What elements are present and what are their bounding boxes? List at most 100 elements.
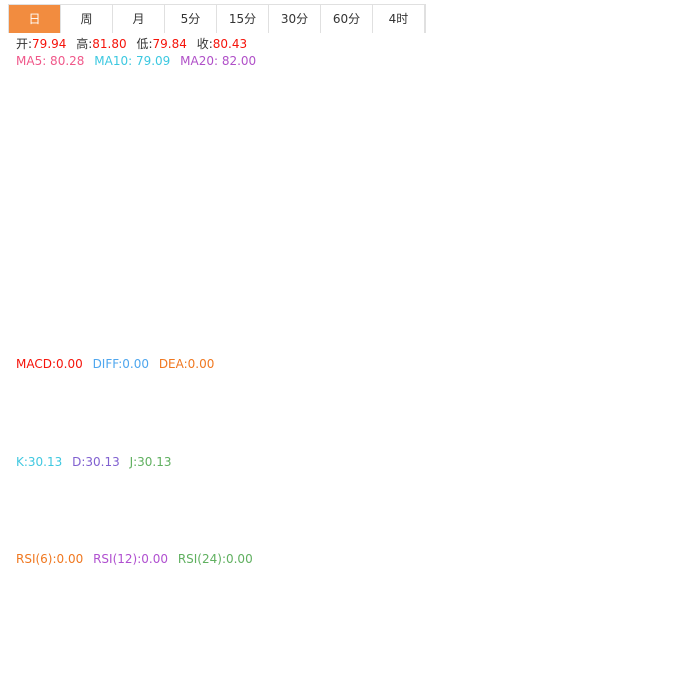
rsi-tick-label: 27.08 <box>636 610 665 621</box>
macd-bar <box>412 393 419 408</box>
candle <box>592 230 598 258</box>
candle <box>259 121 266 179</box>
main-tick-label: 75.07 <box>636 318 665 329</box>
x-axis-label: 11月 <box>364 649 387 661</box>
tab-6[interactable]: 60分 <box>321 5 373 33</box>
kdj-tick-label: 28.51 <box>636 514 665 525</box>
macd-bar <box>70 405 77 408</box>
tab-5[interactable]: 30分 <box>269 5 321 33</box>
candle <box>43 156 50 219</box>
main-tick-label: 84.92 <box>636 183 665 194</box>
candle-body <box>178 233 185 262</box>
low-value: 79.84 <box>152 37 187 51</box>
rsi-legend: RSI(6):0.00 RSI(12):0.00 RSI(24):0.00 <box>16 552 259 566</box>
macd-bar <box>502 407 509 434</box>
macd-bar <box>394 401 401 408</box>
candle <box>565 236 572 277</box>
candle-body <box>520 240 527 291</box>
candle-body <box>358 137 365 143</box>
tab-3[interactable]: 5分 <box>165 5 217 33</box>
main-tick-label: 94.78 <box>636 49 665 60</box>
candle <box>250 117 257 170</box>
macd-bar <box>196 398 203 408</box>
candle-body <box>16 133 23 162</box>
candle-body <box>88 182 95 186</box>
macd-bar <box>439 407 446 412</box>
candle-body <box>556 270 563 304</box>
tab-7[interactable]: 4时 <box>373 5 425 33</box>
macd-bar <box>25 407 32 422</box>
macd-bar <box>592 405 598 408</box>
candle <box>169 214 176 252</box>
candle <box>457 120 464 186</box>
tab-4[interactable]: 15分 <box>217 5 269 33</box>
close-label: 收: <box>196 37 213 51</box>
j-value: J:30.13 <box>129 455 172 469</box>
macd-bar <box>268 394 275 408</box>
macd-bar <box>259 385 266 408</box>
rsi-tick-label: 82.74 <box>636 566 665 577</box>
candle-body <box>529 283 536 291</box>
candle <box>232 69 239 111</box>
macd-bar <box>115 407 122 416</box>
candle <box>286 166 293 227</box>
macd-legend: MACD:0.00 DIFF:0.00 DEA:0.00 <box>16 357 220 371</box>
tab-1[interactable]: 周 <box>61 5 113 33</box>
macd-bar <box>250 383 257 408</box>
rsi6-line <box>10 571 596 637</box>
candle-body <box>34 217 41 230</box>
candle <box>142 251 149 308</box>
macd-bar <box>151 407 158 432</box>
diff-line <box>10 390 596 442</box>
candle <box>277 156 284 192</box>
macd-value: MACD:0.00 <box>16 357 83 371</box>
rsi12-line <box>10 581 596 637</box>
macd-bar <box>385 400 392 408</box>
candle <box>241 100 248 147</box>
candle <box>295 171 302 220</box>
macd-bar <box>511 407 518 433</box>
candle <box>52 130 59 185</box>
candle-body <box>241 104 248 138</box>
candle <box>466 136 473 200</box>
candle-body <box>259 129 266 159</box>
macd-bar <box>34 407 41 426</box>
ma5-line <box>10 117 596 291</box>
rsi24-line <box>10 586 596 637</box>
tab-2[interactable]: 月 <box>113 5 165 33</box>
candle <box>412 67 419 114</box>
macd-bar <box>331 407 338 413</box>
candle-body <box>124 207 131 214</box>
candle-body <box>268 130 275 179</box>
open-value: 79.94 <box>32 37 67 51</box>
candle <box>16 126 23 172</box>
candle <box>529 279 536 297</box>
macd-bar <box>187 407 194 410</box>
candle-body <box>376 137 383 169</box>
candle <box>268 121 275 185</box>
kdj-tick-label: 64.68 <box>636 491 665 502</box>
ohlc-legend: 开:79.94 高:81.80 低:79.84 收:80.43 <box>16 37 253 51</box>
macd-bar <box>88 407 95 411</box>
candle <box>151 262 158 308</box>
candle-body <box>8 134 14 156</box>
candle <box>196 158 203 213</box>
candle-body <box>151 283 158 306</box>
ma10-line <box>10 131 596 269</box>
macd-bar <box>178 407 185 418</box>
candle <box>448 117 455 172</box>
macd-bar <box>8 407 14 409</box>
macd-bar <box>214 382 221 408</box>
candle-body <box>277 178 284 180</box>
kdj-legend: K:30.13 D:30.13 J:30.13 <box>16 455 178 469</box>
candle <box>367 136 374 183</box>
candle-body <box>52 145 59 169</box>
macd-bar <box>475 407 482 418</box>
candle <box>61 127 68 186</box>
main-tick-label: 89.85 <box>636 116 665 127</box>
candle-body <box>142 264 149 307</box>
candle <box>439 155 446 191</box>
candle-body <box>295 174 302 208</box>
tab-0[interactable]: 日 <box>9 5 61 33</box>
